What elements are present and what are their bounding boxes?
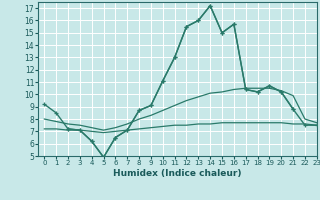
X-axis label: Humidex (Indice chaleur): Humidex (Indice chaleur) — [113, 169, 242, 178]
